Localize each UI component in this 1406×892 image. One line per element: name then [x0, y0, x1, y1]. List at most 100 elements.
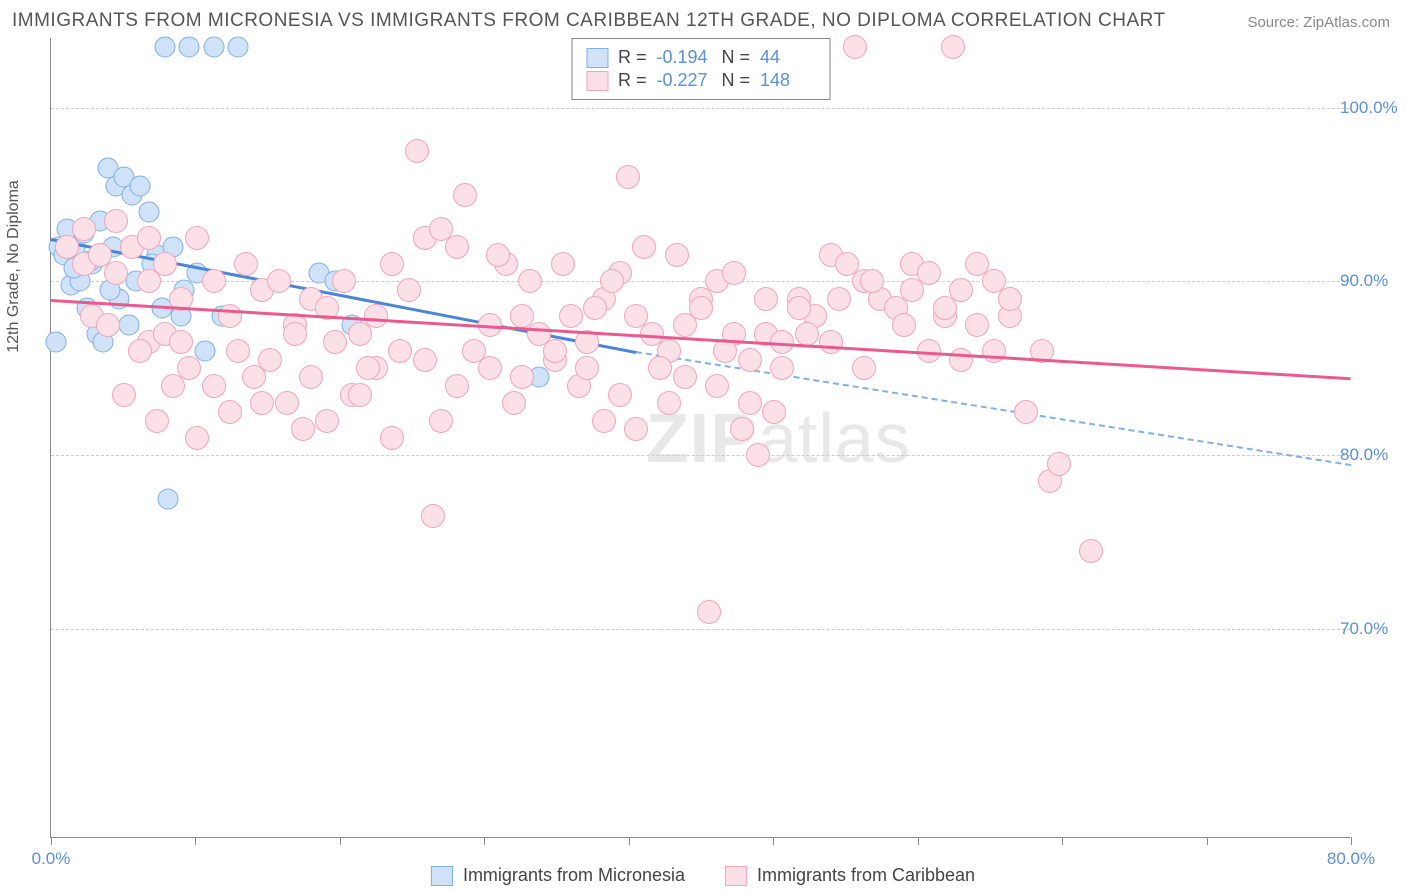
scatter-point: [673, 365, 697, 389]
scatter-point: [96, 313, 120, 337]
scatter-point: [657, 391, 681, 415]
x-tick: [195, 837, 196, 845]
y-tick-label: 100.0%: [1340, 98, 1400, 118]
plot-area: ZIPatlas R = -0.194 N = 44 R = -0.227 N …: [50, 38, 1350, 838]
scatter-point: [429, 409, 453, 433]
scatter-point: [1047, 452, 1071, 476]
scatter-point: [226, 339, 250, 363]
scatter-point: [965, 313, 989, 337]
scatter-point: [397, 278, 421, 302]
scatter-point: [227, 36, 248, 57]
scatter-point: [169, 330, 193, 354]
scatter-point: [291, 417, 315, 441]
scatter-point: [860, 269, 884, 293]
x-tick: [918, 837, 919, 845]
scatter-point: [315, 409, 339, 433]
swatch-micronesia-icon: [431, 866, 453, 886]
scatter-point: [543, 339, 567, 363]
scatter-point: [730, 417, 754, 441]
stats-box: R = -0.194 N = 44 R = -0.227 N = 148: [571, 38, 830, 100]
swatch-micronesia: [586, 48, 608, 68]
x-tick: [1351, 837, 1352, 845]
scatter-point: [45, 332, 66, 353]
scatter-point: [267, 269, 291, 293]
scatter-point: [202, 269, 226, 293]
scatter-point: [202, 374, 226, 398]
scatter-point: [738, 348, 762, 372]
scatter-point: [795, 322, 819, 346]
x-tick-label: 80.0%: [1327, 849, 1375, 869]
scatter-point: [364, 304, 388, 328]
scatter-point: [738, 391, 762, 415]
scatter-point: [203, 36, 224, 57]
scatter-point: [299, 365, 323, 389]
x-tick: [484, 837, 485, 845]
scatter-point: [762, 400, 786, 424]
scatter-point: [119, 314, 140, 335]
scatter-point: [933, 296, 957, 320]
swatch-caribbean: [586, 71, 608, 91]
scatter-point: [697, 600, 721, 624]
scatter-point: [648, 356, 672, 380]
scatter-point: [892, 313, 916, 337]
scatter-point: [1014, 400, 1038, 424]
scatter-point: [104, 261, 128, 285]
scatter-point: [583, 296, 607, 320]
x-tick: [1062, 837, 1063, 845]
scatter-point: [445, 374, 469, 398]
scatter-point: [559, 304, 583, 328]
bottom-legend: Immigrants from Micronesia Immigrants fr…: [431, 865, 975, 886]
scatter-point: [145, 409, 169, 433]
scatter-point: [138, 201, 159, 222]
scatter-point: [518, 269, 542, 293]
scatter-point: [258, 348, 282, 372]
scatter-point: [705, 374, 729, 398]
gridline: [51, 629, 1350, 630]
scatter-point: [112, 383, 136, 407]
scatter-point: [827, 287, 851, 311]
scatter-point: [510, 365, 534, 389]
scatter-point: [218, 304, 242, 328]
gridline: [51, 108, 1350, 109]
scatter-point: [478, 356, 502, 380]
scatter-point: [689, 296, 713, 320]
scatter-point: [104, 209, 128, 233]
stats-row-caribbean: R = -0.227 N = 148: [586, 70, 815, 91]
swatch-caribbean-icon: [725, 866, 747, 886]
scatter-point: [502, 391, 526, 415]
scatter-point: [787, 296, 811, 320]
scatter-point: [486, 243, 510, 267]
legend-item-micronesia: Immigrants from Micronesia: [431, 865, 685, 886]
scatter-point: [332, 269, 356, 293]
scatter-point: [283, 322, 307, 346]
y-tick-label: 70.0%: [1340, 619, 1400, 639]
chart-title: IMMIGRANTS FROM MICRONESIA VS IMMIGRANTS…: [12, 10, 1166, 32]
gridline: [51, 455, 1350, 456]
stats-row-micronesia: R = -0.194 N = 44: [586, 47, 815, 68]
y-axis-label: 12th Grade, No Diploma: [5, 180, 23, 353]
scatter-point: [616, 165, 640, 189]
scatter-point: [600, 269, 624, 293]
scatter-point: [250, 391, 274, 415]
scatter-point: [624, 417, 648, 441]
scatter-point: [158, 488, 179, 509]
scatter-point: [234, 252, 258, 276]
scatter-point: [982, 339, 1006, 363]
scatter-point: [575, 356, 599, 380]
gridline: [51, 281, 1350, 282]
source-attribution: Source: ZipAtlas.com: [1247, 14, 1390, 31]
scatter-point: [72, 217, 96, 241]
scatter-point: [195, 341, 216, 362]
scatter-point: [323, 330, 347, 354]
scatter-point: [551, 252, 575, 276]
y-tick-label: 80.0%: [1340, 445, 1400, 465]
scatter-point: [746, 443, 770, 467]
scatter-point: [161, 374, 185, 398]
scatter-point: [380, 426, 404, 450]
scatter-point: [128, 339, 152, 363]
x-tick: [629, 837, 630, 845]
scatter-point: [1079, 539, 1103, 563]
scatter-point: [405, 139, 429, 163]
scatter-point: [413, 348, 437, 372]
scatter-point: [137, 226, 161, 250]
